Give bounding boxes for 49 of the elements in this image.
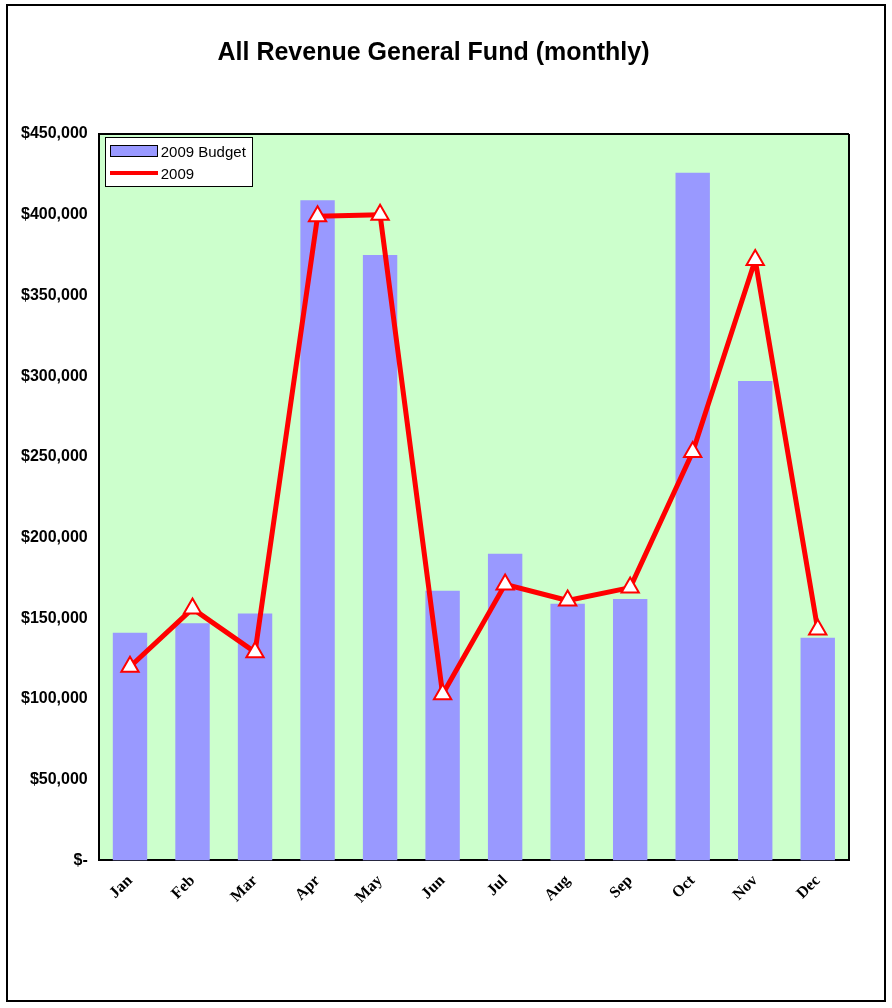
y-tick-label: $100,000	[21, 689, 88, 707]
x-tick-label: Nov	[728, 871, 761, 903]
point	[370, 203, 390, 221]
point	[307, 205, 328, 223]
bar	[675, 172, 710, 861]
bar	[612, 598, 648, 861]
point	[557, 589, 578, 607]
bar	[300, 200, 335, 861]
y-tick-label: $150,000	[21, 608, 88, 626]
legend-label: 2009	[160, 164, 195, 182]
point	[745, 248, 765, 266]
legend-label: 2009 Budget	[160, 142, 246, 160]
x-tick-label: Mar	[226, 871, 261, 905]
bar	[800, 637, 835, 861]
bar	[738, 380, 773, 861]
x-tick-label: May	[351, 871, 386, 906]
point	[245, 641, 265, 659]
bar	[112, 632, 148, 861]
y-tick-label: $350,000	[21, 285, 88, 303]
bar	[362, 255, 398, 861]
bar	[237, 613, 273, 861]
x-tick-label: Apr	[291, 871, 324, 904]
x-tick-label: Feb	[167, 871, 198, 902]
point	[683, 441, 703, 459]
point	[120, 655, 140, 673]
y-tick-label: $300,000	[21, 366, 88, 384]
chart-title: All Revenue General Fund (monthly)	[217, 36, 650, 65]
x-tick-label: Jul	[483, 870, 511, 899]
x-tick-label: Dec	[792, 871, 823, 902]
point	[620, 576, 640, 594]
y-tick-label: $200,000	[21, 527, 88, 545]
x-tick-label: Aug	[540, 871, 574, 905]
y-tick-label: $450,000	[21, 124, 88, 142]
y-tick-label: $400,000	[21, 205, 88, 223]
point	[495, 573, 515, 591]
bar	[550, 603, 585, 861]
bar	[425, 590, 460, 861]
point	[808, 618, 828, 636]
y-tick-label: $250,000	[21, 447, 88, 465]
x-tick-label: Jan	[105, 871, 136, 901]
point	[432, 683, 453, 701]
x-tick-label: Jun	[417, 871, 448, 902]
y-tick-label: $50,000	[29, 770, 88, 788]
point	[182, 597, 203, 615]
bar	[487, 553, 523, 861]
y-tick-label: $-	[73, 850, 88, 868]
x-tick-label: Oct	[668, 870, 699, 901]
bar	[175, 623, 210, 861]
x-tick-label: Sep	[605, 871, 636, 902]
